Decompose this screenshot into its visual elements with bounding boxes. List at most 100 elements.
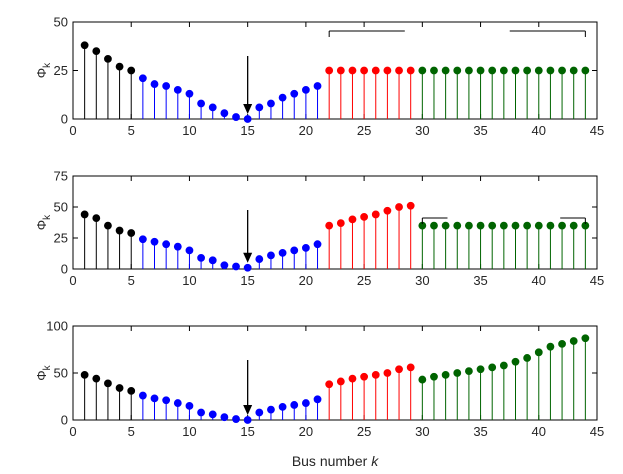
stem-marker [220, 261, 229, 270]
x-tick-label: 10 [182, 273, 196, 288]
stem-marker [325, 221, 334, 230]
stem-marker [336, 377, 345, 386]
stem-marker [476, 66, 485, 75]
stem-marker [104, 221, 112, 230]
stem-marker [430, 221, 438, 230]
stem-marker [150, 237, 159, 246]
stem-marker [301, 86, 310, 94]
stem-marker [313, 395, 322, 404]
plot-frame-1 [72, 175, 598, 270]
x-tick-label: 40 [532, 273, 546, 288]
stem-marker [348, 66, 357, 75]
stem-marker [569, 66, 578, 75]
stem-marker [80, 210, 89, 219]
stem-marker [290, 246, 299, 255]
stem-marker [104, 54, 112, 63]
stem-marker [301, 399, 310, 407]
stem-marker [395, 66, 403, 75]
stem-marker [185, 246, 194, 255]
stem-marker [208, 103, 217, 112]
stem-marker [232, 113, 240, 121]
stem-marker [430, 66, 438, 75]
stem-marker [138, 391, 147, 400]
stem-marker [546, 221, 555, 230]
stem-marker [80, 370, 89, 379]
stem-marker [406, 66, 415, 75]
y-axis-label: Φk [34, 364, 53, 380]
stem-marker [150, 80, 159, 88]
stem-marker [558, 66, 566, 75]
stem-marker [325, 66, 334, 75]
y-axis-label-subscript: k [42, 364, 53, 370]
stem-marker [441, 370, 450, 379]
x-tick-label: 5 [128, 273, 135, 288]
x-tick-label: 20 [299, 123, 313, 138]
x-tick-label: 5 [128, 123, 135, 138]
stem-marker [383, 369, 392, 377]
stem-marker [127, 66, 136, 75]
stem-marker [208, 410, 217, 419]
stem-marker [255, 408, 264, 417]
y-tick-label: 25 [54, 63, 68, 78]
x-tick-label: 25 [357, 273, 371, 288]
stem-marker [430, 372, 438, 381]
stem-marker [278, 248, 287, 257]
stem-marker [534, 221, 543, 230]
stem-marker [465, 367, 473, 376]
stem-marker [406, 363, 415, 372]
stem-marker [104, 379, 112, 388]
y-tick-label: 75 [54, 169, 68, 184]
x-tick-label: 40 [532, 123, 546, 138]
stem-marker [511, 221, 520, 230]
stem-marker [395, 365, 403, 374]
stem-marker [243, 263, 252, 272]
x-tick-label: 10 [182, 123, 196, 138]
stem-marker [581, 334, 590, 343]
y-tick-label: 0 [61, 413, 68, 428]
stem-marker [162, 82, 171, 90]
stem-marker [453, 221, 462, 230]
stem-marker [488, 221, 497, 230]
stem-marker [499, 66, 508, 75]
stem-marker [441, 221, 450, 230]
y-axis-label-subscript: k [42, 62, 53, 68]
plot-frame-2 [72, 325, 598, 421]
source-arrow-head [243, 104, 253, 114]
stem-marker [465, 66, 473, 75]
stem-marker [115, 62, 124, 71]
x-tick-label: 0 [69, 424, 76, 439]
y-tick-label: 50 [54, 366, 68, 381]
x-tick-label: 35 [473, 273, 487, 288]
stem-marker [197, 99, 205, 108]
stem-marker [395, 203, 403, 211]
stem-marker [243, 416, 252, 424]
stem-marker [197, 408, 205, 417]
x-tick-label: 45 [590, 273, 604, 288]
stem-marker [185, 89, 194, 98]
x-tick-label: 40 [532, 424, 546, 439]
stem-marker [301, 244, 310, 252]
x-tick-label: 25 [357, 123, 371, 138]
stem-marker [80, 41, 89, 50]
x-tick-label: 15 [240, 424, 254, 439]
x-tick-label: 30 [415, 273, 429, 288]
stem-marker [127, 229, 136, 237]
stem-marker [92, 214, 101, 223]
x-tick-label: 15 [240, 273, 254, 288]
stem-marker [476, 221, 485, 230]
y-axis-label-subscript: k [42, 214, 53, 220]
stem-marker [418, 66, 427, 75]
stem-marker [290, 89, 299, 98]
stem-marker [138, 235, 147, 244]
stem-marker [232, 415, 240, 423]
y-axis-label-base: Φ [34, 220, 49, 230]
stem-marker [465, 221, 473, 230]
x-tick-label: 20 [299, 273, 313, 288]
stem-marker [499, 361, 508, 370]
x-tick-label: 30 [415, 123, 429, 138]
stem-marker [558, 339, 566, 348]
stem-marker [313, 240, 322, 249]
stem-marker [208, 256, 217, 265]
stem-marker [220, 109, 229, 118]
